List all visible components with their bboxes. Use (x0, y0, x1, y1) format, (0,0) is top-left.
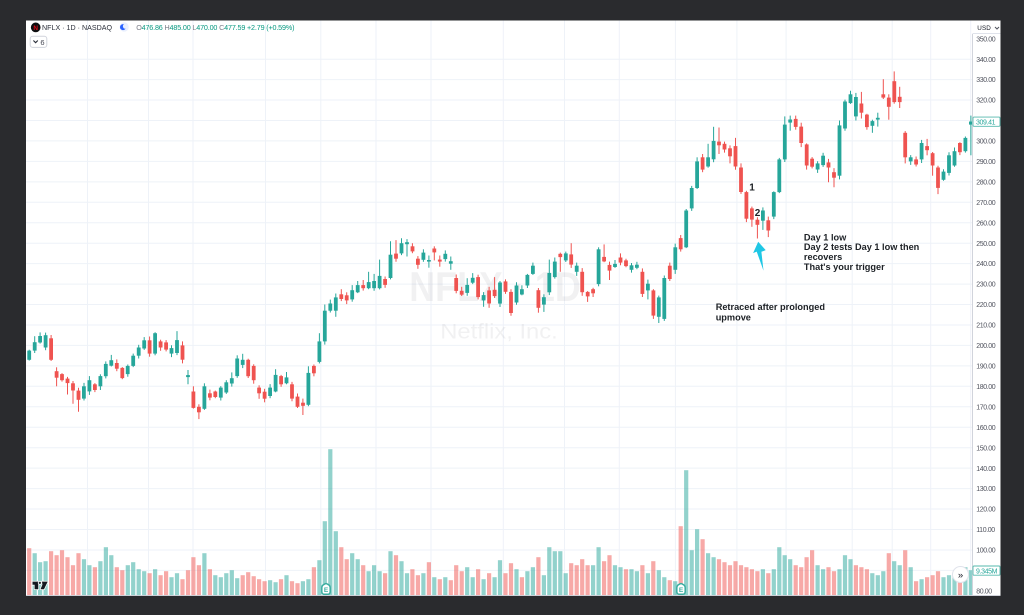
svg-text:140.00: 140.00 (976, 466, 996, 473)
svg-text:160.00: 160.00 (976, 425, 996, 432)
svg-text:N: N (33, 25, 38, 32)
svg-text:170.00: 170.00 (976, 404, 996, 411)
svg-text:330.00: 330.00 (976, 77, 996, 84)
svg-text:1: 1 (749, 183, 755, 194)
svg-text:E: E (324, 587, 329, 594)
svg-text:350.00: 350.00 (976, 36, 996, 43)
svg-text:O476.86 H485.00 L470.00 C477.5: O476.86 H485.00 L470.00 C477.59 +2.79 (+… (136, 23, 294, 32)
svg-text:NFLX · 1D · NASDAQ: NFLX · 1D · NASDAQ (42, 23, 112, 32)
svg-text:220.00: 220.00 (976, 302, 996, 309)
svg-text:100.00: 100.00 (976, 548, 996, 555)
svg-text:150.00: 150.00 (976, 445, 996, 452)
svg-text:Day 1 low: Day 1 low (804, 232, 847, 242)
svg-text:340.00: 340.00 (976, 57, 996, 64)
svg-text:»: » (958, 570, 963, 581)
svg-text:320.00: 320.00 (976, 98, 996, 105)
svg-text:130.00: 130.00 (976, 486, 996, 493)
svg-text:200.00: 200.00 (976, 343, 996, 350)
svg-text:Day 2 tests Day 1 low then: Day 2 tests Day 1 low then (804, 242, 920, 252)
svg-text:260.00: 260.00 (976, 220, 996, 227)
svg-text:9.345M: 9.345M (976, 568, 998, 575)
svg-text:270.00: 270.00 (976, 200, 996, 207)
svg-text:230.00: 230.00 (976, 282, 996, 289)
svg-text:6: 6 (40, 38, 44, 47)
svg-text:2: 2 (755, 208, 761, 219)
svg-text:recovers: recovers (804, 252, 842, 262)
svg-text:110.00: 110.00 (976, 527, 995, 534)
svg-text:Netflix, Inc.: Netflix, Inc. (440, 321, 558, 344)
svg-text:300.00: 300.00 (976, 139, 996, 146)
svg-text:Retraced after prolonged: Retraced after prolonged (716, 302, 825, 312)
svg-text:280.00: 280.00 (976, 180, 996, 187)
svg-text:309.41: 309.41 (976, 119, 996, 126)
svg-text:upmove: upmove (716, 313, 751, 323)
svg-text:190.00: 190.00 (976, 364, 996, 371)
svg-text:290.00: 290.00 (976, 159, 996, 166)
svg-text:180.00: 180.00 (976, 384, 996, 391)
svg-text:That's your trigger: That's your trigger (804, 262, 885, 272)
svg-text:240.00: 240.00 (976, 261, 996, 268)
svg-text:USD: USD (977, 25, 991, 32)
svg-text:250.00: 250.00 (976, 241, 996, 248)
svg-text:210.00: 210.00 (976, 323, 996, 330)
svg-text:120.00: 120.00 (976, 507, 996, 514)
svg-text:E: E (679, 587, 684, 594)
svg-text:80.00: 80.00 (976, 589, 992, 596)
